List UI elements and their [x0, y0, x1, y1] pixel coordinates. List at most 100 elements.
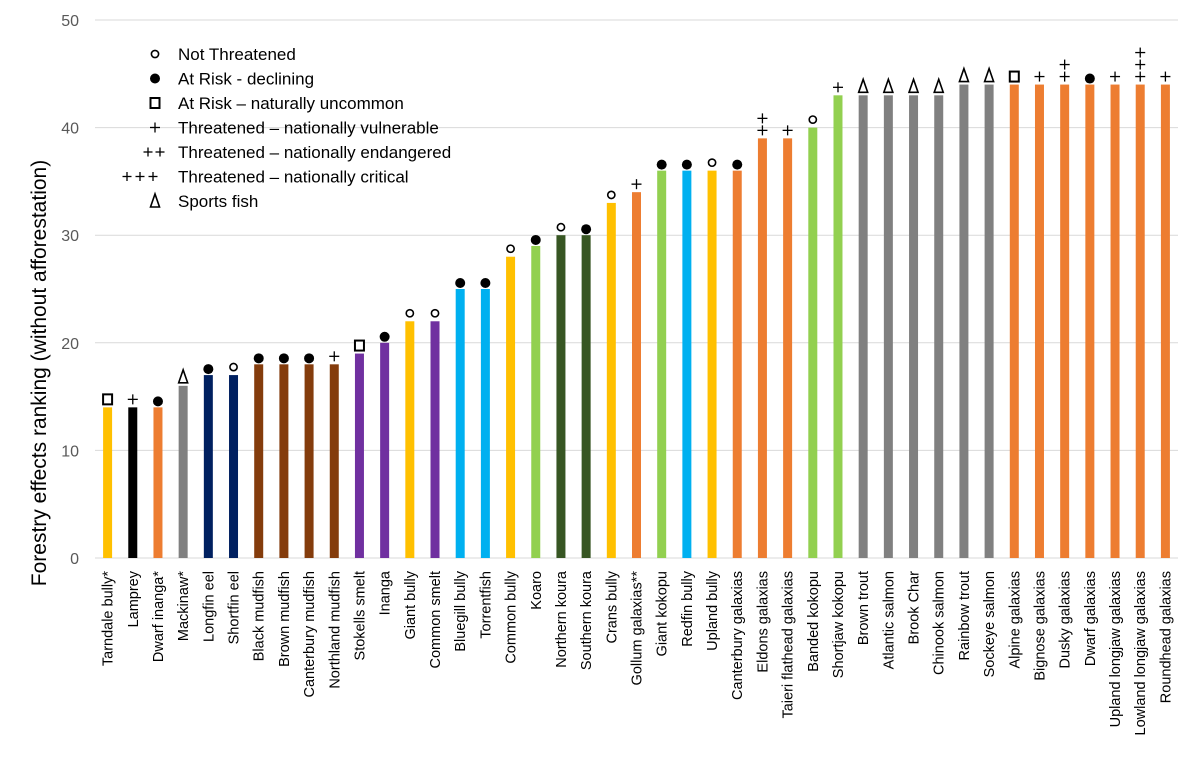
status-marker-25	[732, 159, 743, 170]
legend: Not Threatened At Risk - declining At Risk…	[122, 45, 451, 211]
legend-item-critical: Threatened – nationally critical	[122, 168, 409, 187]
status-marker-30	[857, 76, 869, 94]
bars	[103, 84, 1170, 559]
category-label: Crans bully	[604, 570, 620, 643]
bar-41	[1135, 84, 1145, 558]
status-marker-34	[958, 66, 970, 83]
status-marker-23	[681, 159, 692, 170]
legend-symbol-at-risk-declining	[150, 73, 160, 84]
bar-22	[657, 170, 667, 558]
legend-item-not-threatened: Not Threatened	[150, 45, 296, 64]
category-label: Common bully	[504, 570, 520, 663]
category-label: Inanga	[378, 570, 394, 615]
bar-25	[732, 170, 742, 558]
legend-symbol-not-threatened	[150, 49, 160, 59]
status-marker-24	[707, 158, 717, 168]
legend-label: Threatened – nationally vulnerable	[178, 119, 439, 138]
bar-9	[329, 364, 339, 558]
status-marker-4	[203, 364, 214, 375]
bar-14	[455, 289, 465, 558]
category-label: Lowland longjaw galaxias	[1133, 571, 1149, 735]
status-marker-32	[907, 76, 920, 94]
status-marker-10	[353, 339, 365, 352]
bar-15	[480, 289, 490, 558]
category-label: Torrentfish	[478, 571, 494, 639]
status-marker-39	[1084, 73, 1095, 84]
category-label: Common smelt	[428, 571, 444, 669]
bar-3	[178, 385, 188, 558]
legend-symbol-naturally-uncommon	[149, 97, 161, 109]
bar-7	[279, 364, 289, 558]
status-marker-22	[656, 159, 667, 170]
status-marker-0	[102, 393, 114, 406]
bar-16	[506, 256, 516, 558]
status-marker-11	[379, 331, 390, 342]
status-marker-20	[606, 190, 616, 200]
status-marker-12	[405, 308, 415, 318]
category-label: Stokells smelt	[352, 571, 368, 660]
category-label: Canterbury galaxias	[730, 571, 746, 700]
status-marker-7	[278, 353, 289, 364]
y-tick-label: 20	[61, 336, 79, 353]
y-tick-label: 10	[61, 443, 79, 460]
bar-19	[581, 235, 591, 558]
category-label: Southern koura	[579, 570, 595, 670]
y-tick-label: 0	[70, 551, 79, 568]
category-label: Bignose galaxias	[1032, 571, 1048, 681]
category-label: Lamprey	[126, 570, 142, 627]
bar-24	[707, 170, 717, 558]
status-marker-16	[506, 244, 515, 254]
status-marker-13	[430, 308, 440, 318]
status-marker-41	[1135, 47, 1146, 82]
bar-10	[354, 353, 364, 558]
category-label: Atlantic salmon	[881, 571, 897, 669]
bar-38	[1060, 84, 1070, 558]
bar-21	[632, 192, 641, 558]
legend-symbol-sports-fish	[149, 191, 161, 208]
bar-2	[153, 407, 163, 558]
legend-label: Threatened – nationally critical	[178, 168, 409, 187]
bar-18	[556, 235, 566, 558]
category-label: Tarndale bully*	[101, 571, 117, 666]
status-marker-17	[530, 234, 541, 245]
status-marker-18	[556, 222, 566, 232]
bar-11	[380, 342, 390, 558]
category-label: Gollum galaxias**	[630, 571, 646, 686]
category-label: Upland bully	[705, 570, 721, 651]
status-marker-38	[1059, 59, 1070, 82]
bar-29	[833, 95, 843, 558]
category-label: Black mudfish	[252, 571, 268, 661]
status-marker-14	[455, 278, 466, 288]
legend-label: Threatened – nationally endangered	[178, 143, 451, 162]
category-label: Northern koura	[554, 570, 570, 668]
category-label: Banded kokopu	[806, 571, 822, 672]
legend-item-sports-fish: Sports fish	[149, 191, 258, 211]
bar-0	[103, 407, 113, 558]
category-label: Brook Char	[907, 571, 923, 645]
category-label: Giant bully	[403, 570, 419, 639]
category-label: Brown mudfish	[277, 571, 293, 667]
bar-36	[1009, 84, 1019, 558]
legend-item-endangered: Threatened – nationally endangered	[143, 143, 451, 162]
bar-6	[254, 364, 264, 558]
bar-5	[229, 375, 239, 558]
status-marker-42	[1160, 71, 1171, 82]
y-tick-label: 50	[61, 13, 79, 30]
bar-35	[984, 84, 994, 558]
status-marker-19	[581, 224, 592, 235]
category-label: Alpine galaxias	[1007, 571, 1023, 669]
y-tick-label: 40	[61, 121, 79, 138]
status-markers	[102, 47, 1171, 407]
legend-item-at-risk-declining: At Risk - declining	[150, 70, 314, 89]
bar-20	[606, 202, 616, 559]
status-marker-40	[1110, 71, 1121, 82]
legend-label: Sports fish	[178, 192, 258, 211]
bar-8	[304, 364, 314, 558]
status-marker-21	[631, 179, 642, 190]
bar-40	[1110, 84, 1120, 558]
bar-42	[1160, 84, 1170, 558]
status-marker-37	[1034, 71, 1045, 82]
category-label: Shortfin eel	[227, 571, 243, 644]
category-label: Dwarf galaxias	[1083, 571, 1099, 666]
